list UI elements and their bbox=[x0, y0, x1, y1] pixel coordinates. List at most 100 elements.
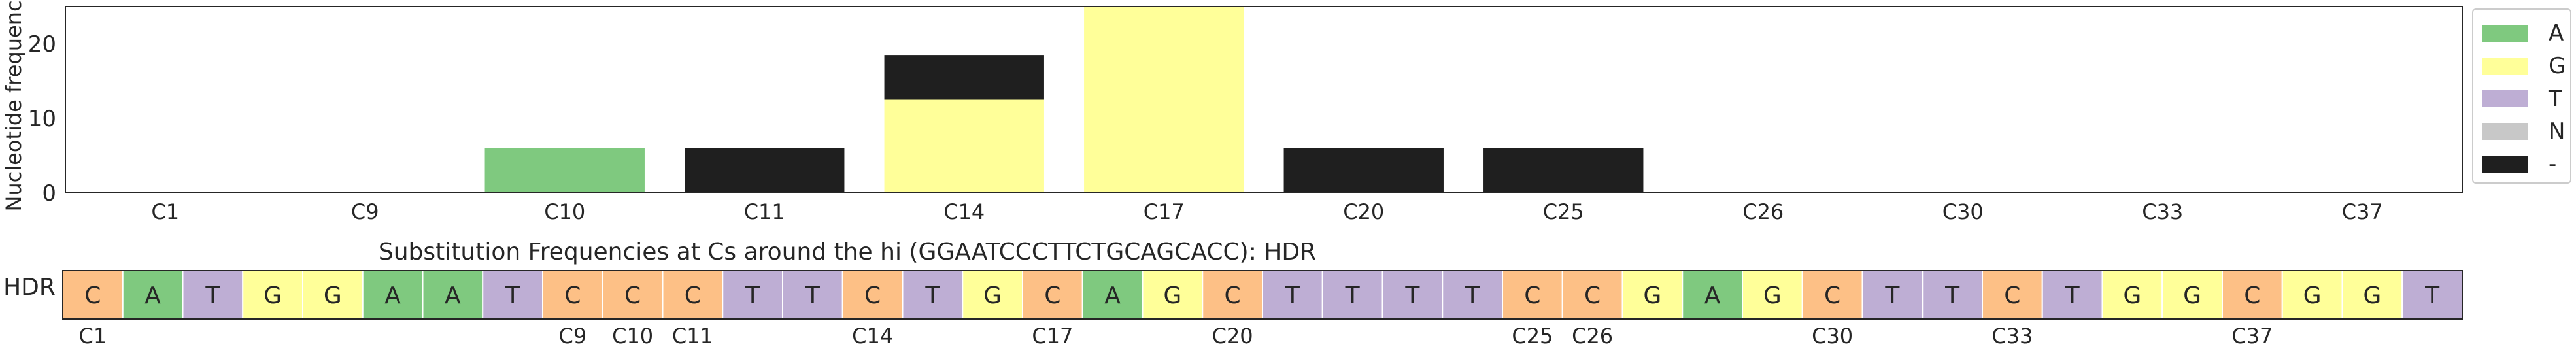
c-position-label: C26 bbox=[1572, 324, 1613, 348]
x-tick-label: C14 bbox=[943, 199, 985, 224]
sequence-base: G bbox=[263, 282, 282, 309]
y-tick-label: 20 bbox=[28, 31, 56, 58]
sequence-base: G bbox=[983, 282, 1002, 309]
sequence-cell bbox=[62, 270, 124, 320]
sequence-base: C bbox=[2004, 282, 2020, 309]
sequence-base: C bbox=[84, 282, 101, 309]
x-tick-label: C25 bbox=[1543, 199, 1584, 224]
sequence-base: C bbox=[1225, 282, 1241, 309]
sequence-base: C bbox=[1584, 282, 1601, 309]
sequence-base: T bbox=[1285, 282, 1300, 309]
sequence-cell bbox=[2281, 270, 2343, 320]
sequence-base: G bbox=[2363, 282, 2381, 309]
x-tick-label: C10 bbox=[544, 199, 585, 224]
sequence-base: A bbox=[1104, 282, 1121, 309]
sequence-cell bbox=[482, 270, 543, 320]
sequence-base: T bbox=[1345, 282, 1361, 309]
sequence-cell bbox=[2341, 270, 2403, 320]
sequence-base: C bbox=[2244, 282, 2260, 309]
c-position-label: C17 bbox=[1032, 324, 1073, 348]
legend-label: - bbox=[2549, 151, 2556, 177]
legend-swatch bbox=[2482, 25, 2528, 42]
c-position-label: C25 bbox=[1512, 324, 1553, 348]
bar-C25-deletion bbox=[1483, 148, 1644, 193]
sequence-base: C bbox=[1824, 282, 1840, 309]
sequence-base: G bbox=[2123, 282, 2141, 309]
sequence-cell bbox=[1561, 270, 1623, 320]
x-tick-label: C26 bbox=[1742, 199, 1784, 224]
sequence-cell bbox=[1861, 270, 1924, 320]
sequence-base: G bbox=[2183, 282, 2201, 309]
sequence-base: C bbox=[624, 282, 641, 309]
bar-plot: C1 C9 C10 C11 C14 C17 C20 C25 C26 C30 C33 C37 0 10 20N… bbox=[1, 0, 2463, 224]
sequence-cell bbox=[1742, 270, 1803, 320]
sequence-base: C bbox=[1524, 282, 1540, 309]
y-axis-label: Nucleotide frequency bbox=[1, 0, 26, 212]
x-tick-label: C11 bbox=[744, 199, 785, 224]
sequence-base: T bbox=[505, 282, 520, 309]
sequence-base: A bbox=[384, 282, 401, 309]
sequence-cell bbox=[1142, 270, 1204, 320]
sequence-base: T bbox=[1884, 282, 1900, 309]
sequence-base: G bbox=[1643, 282, 1661, 309]
c-position-label: C33 bbox=[1991, 324, 2033, 348]
sequence-base: G bbox=[1163, 282, 1181, 309]
sequence-base: C bbox=[864, 282, 881, 309]
legend-swatch bbox=[2482, 90, 2528, 107]
bar-C11-deletion bbox=[685, 148, 845, 193]
sequence-cell bbox=[1442, 270, 1503, 320]
legend-swatch bbox=[2482, 156, 2528, 173]
sequence-base: C bbox=[564, 282, 581, 309]
sequence-cell bbox=[962, 270, 1023, 320]
sequence-base: G bbox=[324, 282, 342, 309]
bar-C10-A bbox=[484, 148, 645, 193]
legend-label: G bbox=[2549, 53, 2566, 79]
bar-C20-deletion bbox=[1283, 148, 1444, 193]
sequence-base: T bbox=[1465, 282, 1480, 309]
c-position-label: C9 bbox=[559, 324, 587, 348]
sequence-cell bbox=[782, 270, 843, 320]
sequence-cell bbox=[1081, 270, 1144, 320]
c-position-label: C14 bbox=[852, 324, 893, 348]
sequence-base: C bbox=[1044, 282, 1060, 309]
c-position-label: C10 bbox=[612, 324, 653, 348]
sequence-base: G bbox=[2303, 282, 2322, 309]
c-position-label: C11 bbox=[672, 324, 713, 348]
sequence-cell bbox=[542, 270, 603, 320]
plot-frame bbox=[65, 6, 2463, 193]
sequence-base: T bbox=[924, 282, 940, 309]
bar-C14-deletion bbox=[884, 55, 1044, 100]
sequence-frame bbox=[62, 270, 2463, 320]
sequence-cell bbox=[1321, 270, 1383, 320]
sequence-base: T bbox=[1944, 282, 1960, 309]
x-tick-label: C9 bbox=[351, 199, 379, 224]
x-tick-label: C20 bbox=[1343, 199, 1384, 224]
sequence-base: T bbox=[205, 282, 220, 309]
table-title: Substitution Frequencies at Cs around th… bbox=[379, 239, 1316, 265]
legend-label: T bbox=[2548, 86, 2562, 112]
legend-swatch bbox=[2482, 58, 2528, 75]
legend-label: N bbox=[2549, 118, 2565, 144]
y-tick-label: 10 bbox=[28, 106, 56, 132]
sequence-base: T bbox=[2424, 282, 2440, 309]
sequence-base: T bbox=[1404, 282, 1420, 309]
x-tick-label: C37 bbox=[2342, 199, 2383, 224]
sequence-cell bbox=[182, 270, 244, 320]
sequence-base: A bbox=[144, 282, 161, 309]
c-position-label: C1 bbox=[79, 324, 107, 348]
sequence-base: T bbox=[2065, 282, 2080, 309]
y-tick-label: 0 bbox=[42, 180, 56, 207]
c-position-label: C37 bbox=[2231, 324, 2273, 348]
sequence-cell bbox=[1022, 270, 1083, 320]
c-position-label: C20 bbox=[1212, 324, 1253, 348]
legend-swatch bbox=[2482, 123, 2528, 140]
x-tick-label: C33 bbox=[2142, 199, 2183, 224]
sequence-base: T bbox=[745, 282, 760, 309]
x-tick-label: C30 bbox=[1942, 199, 1984, 224]
sequence-base: G bbox=[1763, 282, 1782, 309]
c-position-label: C30 bbox=[1812, 324, 1853, 348]
x-tick-label: C17 bbox=[1144, 199, 1185, 224]
